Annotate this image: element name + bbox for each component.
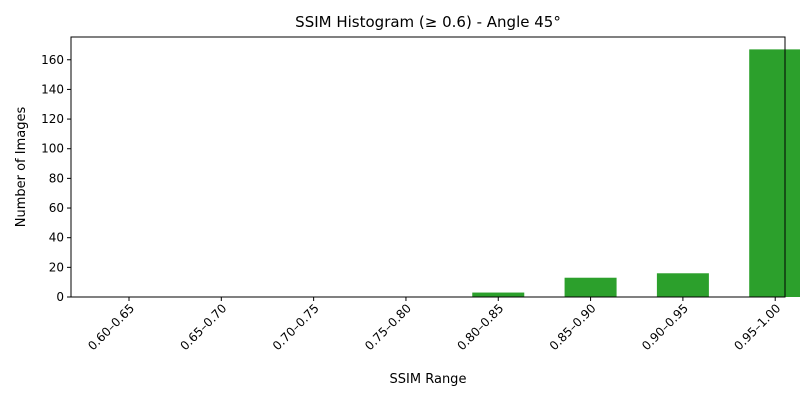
x-axis-ticks: 0.60–0.65 0.65–0.70 0.70–0.75 0.75–0.80 0.80…: [85, 297, 783, 353]
y-axis-ticks: 0 20 40 60 80 100 120 140 160: [41, 53, 71, 304]
y-tick-label: 120: [41, 112, 64, 126]
x-tick-label: 0.70–0.75: [270, 301, 322, 353]
x-tick-label: 0.90–0.95: [639, 301, 691, 353]
x-axis-label: SSIM Range: [390, 372, 467, 387]
y-tick-label: 160: [41, 53, 64, 67]
y-tick-label: 80: [49, 171, 64, 185]
x-tick-label: 0.85–0.90: [547, 301, 599, 353]
y-tick-label: 140: [41, 82, 64, 96]
bar-0.85–0.90: [564, 277, 617, 297]
bar-0.90–0.95: [656, 273, 709, 297]
chart-title: SSIM Histogram (≥ 0.6) - Angle 45°: [295, 13, 561, 31]
bar-0.80–0.85: [472, 292, 525, 297]
y-axis-label: Number of Images: [14, 107, 29, 228]
y-tick-label: 0: [56, 290, 64, 304]
x-tick-label: 0.60–0.65: [85, 301, 137, 353]
plot-frame: [70, 36, 786, 298]
x-tick-label: 0.95–1.00: [731, 301, 783, 353]
y-tick-label: 40: [49, 231, 64, 245]
y-tick-label: 100: [41, 142, 64, 156]
x-tick-label: 0.75–0.80: [362, 301, 414, 353]
x-tick-label: 0.65–0.70: [178, 301, 230, 353]
bar-0.95–1.00: [749, 49, 800, 297]
bars-group: [472, 49, 800, 297]
x-tick-label: 0.80–0.85: [454, 301, 506, 353]
y-tick-label: 60: [49, 201, 64, 215]
y-tick-label: 20: [49, 260, 64, 274]
